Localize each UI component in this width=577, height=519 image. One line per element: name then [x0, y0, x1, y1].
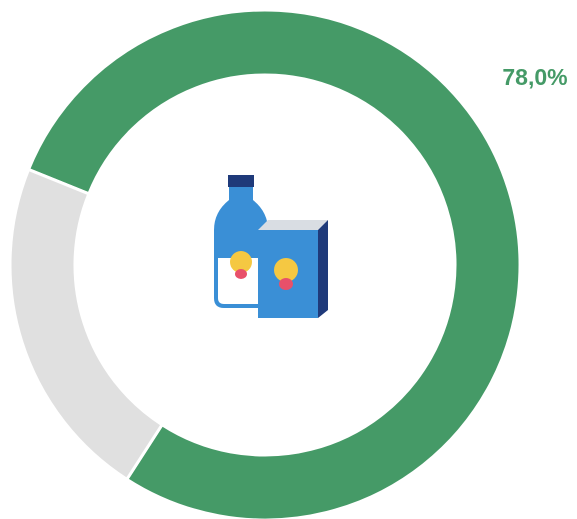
- donut-segment: [8, 167, 165, 482]
- cow: [230, 251, 252, 273]
- box-top: [258, 220, 328, 230]
- bottle-milk: [218, 258, 264, 304]
- bottle-cap: [228, 175, 254, 187]
- value-label: 78,0%: [502, 64, 567, 90]
- box-side: [318, 220, 328, 318]
- donut-segment: [26, 8, 522, 519]
- milk-icon: [214, 175, 328, 318]
- cow-nose: [279, 278, 293, 290]
- donut: [8, 8, 522, 519]
- cow: [274, 258, 298, 282]
- cow-nose: [235, 269, 247, 279]
